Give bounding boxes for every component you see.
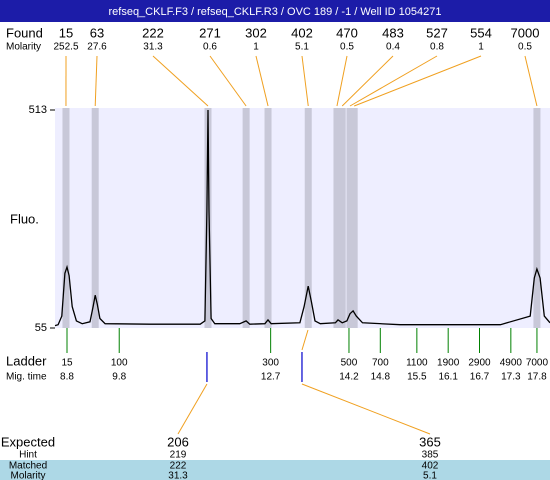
found-band xyxy=(333,108,341,328)
found-size: 302 xyxy=(245,25,267,40)
ladder-size: 15 xyxy=(61,358,73,369)
found-connector xyxy=(209,55,247,107)
found-connector xyxy=(354,55,482,107)
expected-connector xyxy=(177,383,208,435)
found-band xyxy=(62,108,70,328)
y-tick-label: 513 xyxy=(29,104,47,116)
found-band xyxy=(264,108,272,328)
y-axis-label: Fluo. xyxy=(10,211,39,226)
found-band xyxy=(346,108,354,328)
found-band xyxy=(91,108,99,328)
found-size: 271 xyxy=(199,25,221,40)
found-molarity: 0.6 xyxy=(203,42,217,53)
expected-row-label: Hint xyxy=(19,450,37,461)
expected-row-label: Expected xyxy=(1,434,55,449)
found-molarity: 0.4 xyxy=(386,42,400,53)
found-connector xyxy=(255,55,269,107)
expected-connector xyxy=(301,383,431,435)
ladder-time: 17.8 xyxy=(527,372,547,383)
found-size: 527 xyxy=(426,25,448,40)
found-connector xyxy=(524,55,538,107)
ladder-size: 300 xyxy=(262,358,279,369)
found-band xyxy=(350,108,358,328)
found-size: 15 xyxy=(59,25,73,40)
found-band xyxy=(242,108,250,328)
found-size: 402 xyxy=(291,25,313,40)
hint-size: 219 xyxy=(170,450,187,461)
found-molarity: 1 xyxy=(478,42,484,53)
matched-molarity: 31.3 xyxy=(168,471,188,480)
expected-row-label: Molarity xyxy=(10,471,45,480)
found-band xyxy=(338,108,346,328)
found-connector xyxy=(336,55,348,107)
ladder-time: 16.7 xyxy=(470,372,490,383)
found-molarity: 252.5 xyxy=(53,42,78,53)
ladder-time: 16.1 xyxy=(438,372,458,383)
found-label: Found xyxy=(6,25,43,40)
expected-row-label: Matched xyxy=(9,461,47,472)
expected-size: 206 xyxy=(167,434,189,449)
ladder-time: 12.7 xyxy=(261,372,281,383)
found-size: 7000 xyxy=(511,25,540,40)
matched-size: 402 xyxy=(422,461,439,472)
mig-time-label: Mig. time xyxy=(6,372,47,383)
found-band xyxy=(204,108,212,328)
title-bar xyxy=(0,0,550,22)
molarity-label: Molarity xyxy=(6,42,41,53)
found-size: 63 xyxy=(90,25,104,40)
matched-band xyxy=(0,460,550,480)
found-connector xyxy=(94,55,98,107)
y-tick-label: 55 xyxy=(35,322,47,334)
ladder-size: 2900 xyxy=(468,358,491,369)
found-band xyxy=(304,108,312,328)
plot-area xyxy=(55,108,550,328)
found-size: 483 xyxy=(382,25,404,40)
matched-size: 222 xyxy=(170,461,187,472)
found-molarity: 27.6 xyxy=(87,42,107,53)
ladder-size: 500 xyxy=(341,358,358,369)
found-molarity: 0.8 xyxy=(430,42,444,53)
ladder-time: 14.2 xyxy=(339,372,359,383)
found-band xyxy=(533,108,541,328)
found-size: 470 xyxy=(336,25,358,40)
found-connector xyxy=(341,55,394,107)
found-connector xyxy=(301,55,309,107)
expected-size: 365 xyxy=(419,434,441,449)
ladder-time: 17.3 xyxy=(501,372,521,383)
found-connector xyxy=(349,55,438,107)
ladder-time: 14.8 xyxy=(371,372,391,383)
found-molarity: 5.1 xyxy=(295,42,309,53)
found-size: 222 xyxy=(142,25,164,40)
ladder-label: Ladder xyxy=(6,353,47,368)
found-molarity: 1 xyxy=(253,42,259,53)
ladder-size: 1100 xyxy=(406,358,428,369)
chart-title: refseq_CKLF.F3 / refseq_CKLF.R3 / OVC 18… xyxy=(108,6,441,18)
ladder-size: 100 xyxy=(111,358,128,369)
found-molarity: 0.5 xyxy=(340,42,354,53)
found-molarity: 0.5 xyxy=(518,42,532,53)
ladder-time: 9.8 xyxy=(112,372,126,383)
found-size: 554 xyxy=(470,25,492,40)
hint-size: 385 xyxy=(422,450,439,461)
ladder-time: 8.8 xyxy=(60,372,74,383)
matched-molarity: 5.1 xyxy=(423,471,437,480)
ladder-time: 15.5 xyxy=(407,372,427,383)
found-molarity: 31.3 xyxy=(143,42,163,53)
expected-connector xyxy=(301,329,309,351)
ladder-size: 4900 xyxy=(500,358,523,369)
found-connector xyxy=(152,55,209,107)
ladder-size: 1900 xyxy=(437,358,460,369)
ladder-size: 7000 xyxy=(526,358,549,369)
trace xyxy=(54,109,550,327)
ladder-size: 700 xyxy=(372,358,389,369)
